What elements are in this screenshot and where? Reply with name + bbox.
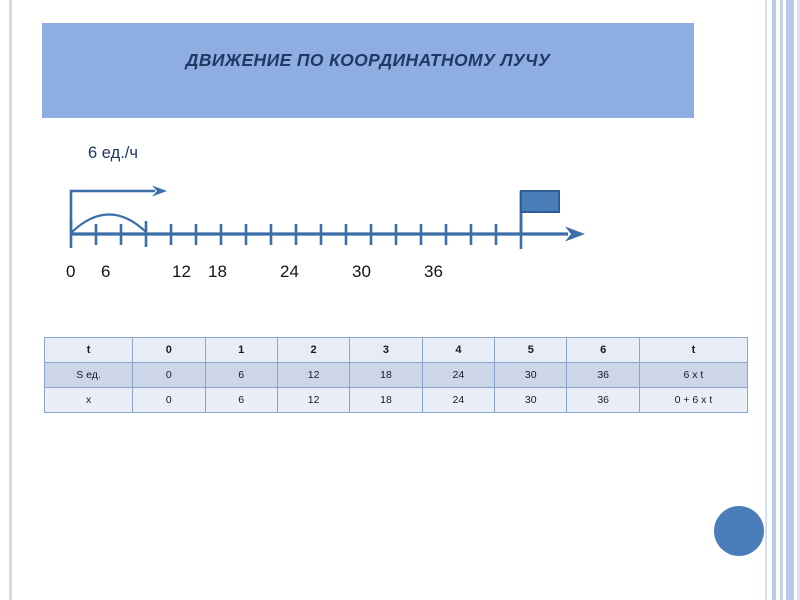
motion-table: t 0 1 2 3 4 5 6 t S ед. 0 6 12 18 24 30 … xyxy=(43,337,749,413)
table-cell-expression: 0 + 6 х t xyxy=(638,387,749,413)
table-cell-header-0: t xyxy=(43,337,134,363)
table-cell-value: 12 xyxy=(276,362,351,388)
speed-label: 6 ед./ч xyxy=(88,144,138,162)
decorative-circle xyxy=(714,506,764,556)
tick-label-30: 30 xyxy=(352,262,371,281)
table-cell-value: 0 xyxy=(132,387,206,413)
table-cell-header-1: 0 xyxy=(132,337,206,363)
tick-label-12: 12 xyxy=(172,262,191,281)
table-cell-header-6: 5 xyxy=(494,337,568,363)
slide-left-border xyxy=(9,0,12,600)
table-cell-value: 30 xyxy=(494,362,568,388)
table-cell-value: 6 xyxy=(204,362,278,388)
table-cell-value: 18 xyxy=(349,387,423,413)
table-cell-header-7: 6 xyxy=(566,337,640,363)
page-title: ДВИЖЕНИЕ ПО КООРДИНАТНОМУ ЛУЧУ xyxy=(185,50,551,70)
tick-label-18: 18 xyxy=(208,262,227,281)
table-cell-value: 18 xyxy=(349,362,423,388)
speed-arrow-icon xyxy=(69,185,167,234)
table-cell-row-label: х xyxy=(43,387,134,413)
table-cell-row-label: S ед. xyxy=(43,362,134,388)
tick-label-24: 24 xyxy=(280,262,299,281)
table-cell-value: 36 xyxy=(566,387,640,413)
tick-label-36: 36 xyxy=(424,262,443,281)
table-cell-value: 24 xyxy=(421,387,496,413)
tick-label-0: 0 xyxy=(66,262,76,281)
table-cell-expression: 6 х t xyxy=(638,362,749,388)
table-cell-value: 30 xyxy=(494,387,568,413)
jump-arc-icon xyxy=(71,213,147,233)
table-cell-value: 24 xyxy=(421,362,496,388)
right-arrow-icon xyxy=(565,226,585,242)
flag-icon xyxy=(519,190,560,234)
table-cell-value: 12 xyxy=(276,387,351,413)
table-cell-header-4: 3 xyxy=(349,337,423,363)
slide-right-border xyxy=(762,0,800,600)
table-cell-header-3: 2 xyxy=(276,337,351,363)
number-line-svg xyxy=(69,185,585,249)
table-row-header: t 0 1 2 3 4 5 6 t xyxy=(43,337,749,363)
table-cell-header-8: t xyxy=(638,337,749,363)
table-cell-value: 6 xyxy=(204,387,278,413)
table-row-coordinate: х 0 6 12 18 24 30 36 0 + 6 х t xyxy=(43,387,749,413)
tick-label-6: 6 xyxy=(101,262,111,281)
table-cell-value: 0 xyxy=(132,362,206,388)
table-cell-header-5: 4 xyxy=(421,337,496,363)
title-banner xyxy=(42,23,694,118)
table-cell-value: 36 xyxy=(566,362,640,388)
table-cell-header-2: 1 xyxy=(204,337,278,363)
table-row-distance: S ед. 0 6 12 18 24 30 36 6 х t xyxy=(43,362,749,388)
number-line-diagram: 6 ед./ч xyxy=(66,144,585,281)
